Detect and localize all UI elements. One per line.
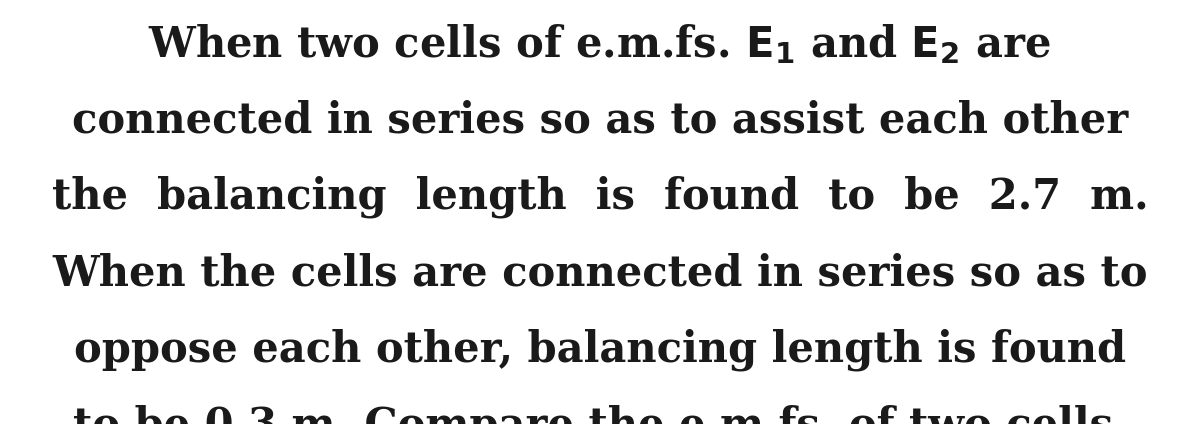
Text: to be 0.3 m. Compare the e.m.fs. of two cells.: to be 0.3 m. Compare the e.m.fs. of two … (73, 405, 1127, 424)
Text: oppose each other, balancing length is found: oppose each other, balancing length is f… (74, 329, 1126, 371)
Text: the  balancing  length  is  found  to  be  2.7  m.: the balancing length is found to be 2.7 … (52, 176, 1148, 218)
Text: connected in series so as to assist each other: connected in series so as to assist each… (72, 100, 1128, 142)
Text: When two cells of e.m.fs. $\mathbf{E_1}$ and $\mathbf{E_2}$ are: When two cells of e.m.fs. $\mathbf{E_1}$… (149, 22, 1051, 67)
Text: When the cells are connected in series so as to: When the cells are connected in series s… (53, 252, 1147, 295)
